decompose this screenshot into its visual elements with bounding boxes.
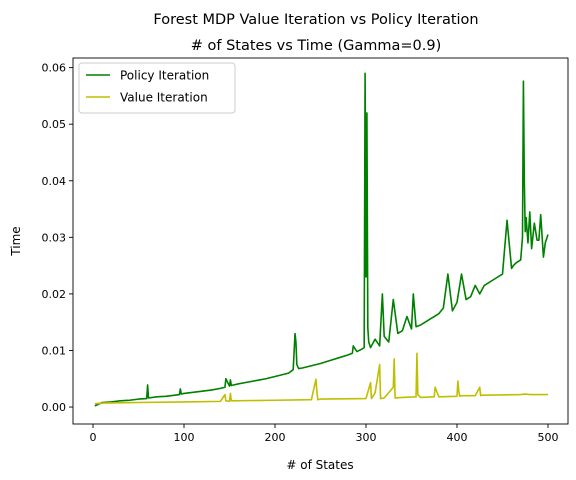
y-tick-label: 0.05: [42, 118, 67, 131]
legend-box: [78, 62, 236, 114]
x-tick-label: 0: [90, 431, 97, 444]
y-tick-label: 0.02: [42, 288, 67, 301]
series-line-policy-iteration: [94, 72, 549, 407]
series-line-value-iteration: [94, 352, 548, 405]
x-tick-label: 100: [174, 431, 195, 444]
chart-subtitle: # of States vs Time (Gamma=0.9): [191, 38, 442, 54]
x-tick-label: 200: [265, 431, 286, 444]
plot-frame: [72, 57, 569, 425]
y-tick-label: 0.01: [42, 344, 67, 357]
x-axis-label: # of States: [286, 458, 353, 472]
x-tick-label: 500: [537, 431, 558, 444]
plot-lines: [94, 72, 549, 407]
x-tick-label: 400: [446, 431, 467, 444]
x-tick-label: 300: [355, 431, 376, 444]
axis-ticks: 0 100 200 300 400 500 0.00 0.01 0.02 0.03 0.04 0.05…: [42, 62, 559, 444]
legend-label-policy-iteration: Policy Iteration: [120, 69, 209, 83]
y-tick-label: 0.06: [42, 62, 67, 75]
legend-label-value-iteration: Value Iteration: [120, 91, 208, 105]
chart-title: Forest MDP Value Iteration vs Policy Ite…: [153, 12, 478, 28]
y-axis-label: Time: [9, 226, 23, 256]
y-tick-label: 0.03: [42, 231, 67, 244]
legend: Policy Iteration Value Iteration: [78, 62, 236, 114]
y-tick-label: 0.00: [42, 401, 67, 414]
y-tick-label: 0.04: [42, 175, 67, 188]
